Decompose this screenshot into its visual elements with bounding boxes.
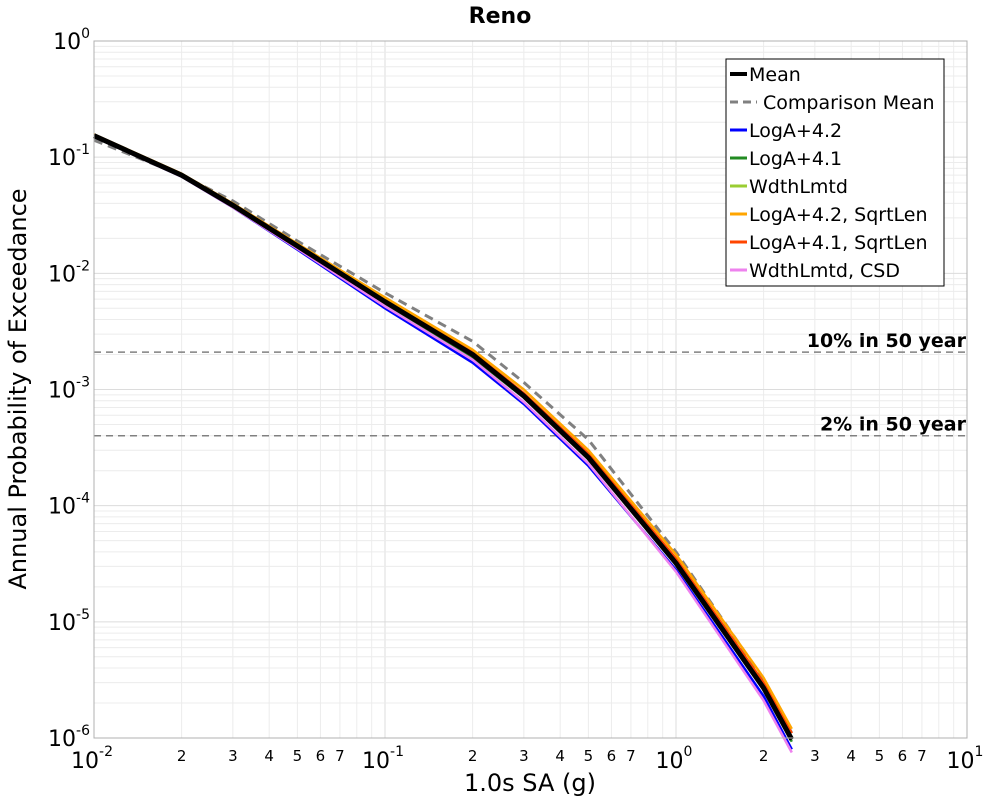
x-minor-tick-label: 5 [875, 747, 885, 765]
x-minor-tick-label: 7 [335, 747, 345, 765]
reference-line-label: 2% in 50 year [820, 414, 967, 436]
y-tick-label: 100 [53, 26, 90, 55]
legend-label: WdthLmtd [749, 176, 848, 198]
legend-label: LogA+4.2 [749, 120, 842, 142]
x-minor-tick-label: 6 [898, 747, 908, 765]
x-minor-tick-label: 6 [316, 747, 326, 765]
legend-label: WdthLmtd, CSD [749, 260, 900, 282]
x-minor-tick-label: 3 [810, 747, 820, 765]
legend-label: LogA+4.2, SqrtLen [749, 204, 928, 226]
x-minor-tick-label: 4 [264, 747, 274, 765]
y-tick-label: 10-4 [48, 491, 90, 520]
y-axis-label: Annual Probability of Exceedance [4, 188, 32, 589]
legend-label: LogA+4.1, SqrtLen [749, 232, 928, 254]
x-minor-tick-label: 7 [917, 747, 927, 765]
x-axis-label: 1.0s SA (g) [464, 769, 596, 797]
y-tick-label: 10-2 [48, 258, 90, 287]
series-line [92, 133, 794, 741]
x-minor-tick-label: 6 [607, 747, 617, 765]
legend-label: LogA+4.1 [749, 148, 842, 170]
x-tick-label: 10-2 [71, 744, 113, 774]
x-minor-tick-label: 2 [759, 747, 769, 765]
y-tick-label: 10-6 [48, 723, 90, 752]
x-tick-label: 10-1 [362, 744, 404, 774]
x-minor-tick-label: 2 [468, 747, 478, 765]
x-tick-label: 100 [656, 744, 693, 774]
x-minor-tick-label: 7 [626, 747, 636, 765]
legend: Mean Comparison Mean LogA+4.2 LogA+4.1 WdthL… [725, 58, 945, 287]
legend-label: Mean [749, 64, 801, 86]
x-minor-tick-label: 4 [555, 747, 565, 765]
x-minor-tick-label: 3 [519, 747, 529, 765]
x-minor-tick-label: 3 [228, 747, 238, 765]
y-tick-label: 10-3 [48, 375, 90, 404]
legend-box [725, 58, 945, 287]
y-tick-label: 10-1 [48, 142, 90, 171]
chart-title: Reno [469, 4, 532, 29]
legend-label: Comparison Mean [763, 92, 935, 114]
reference-line-label: 10% in 50 year [807, 330, 967, 352]
grid-lines [93, 41, 967, 739]
x-minor-tick-label: 5 [293, 747, 303, 765]
x-minor-tick-label: 4 [846, 747, 856, 765]
y-tick-label: 10-5 [48, 607, 90, 636]
x-minor-tick-label: 5 [584, 747, 594, 765]
x-minor-tick-label: 2 [177, 747, 187, 765]
x-tick-label: 101 [947, 744, 984, 774]
plot-frame [93, 40, 968, 739]
